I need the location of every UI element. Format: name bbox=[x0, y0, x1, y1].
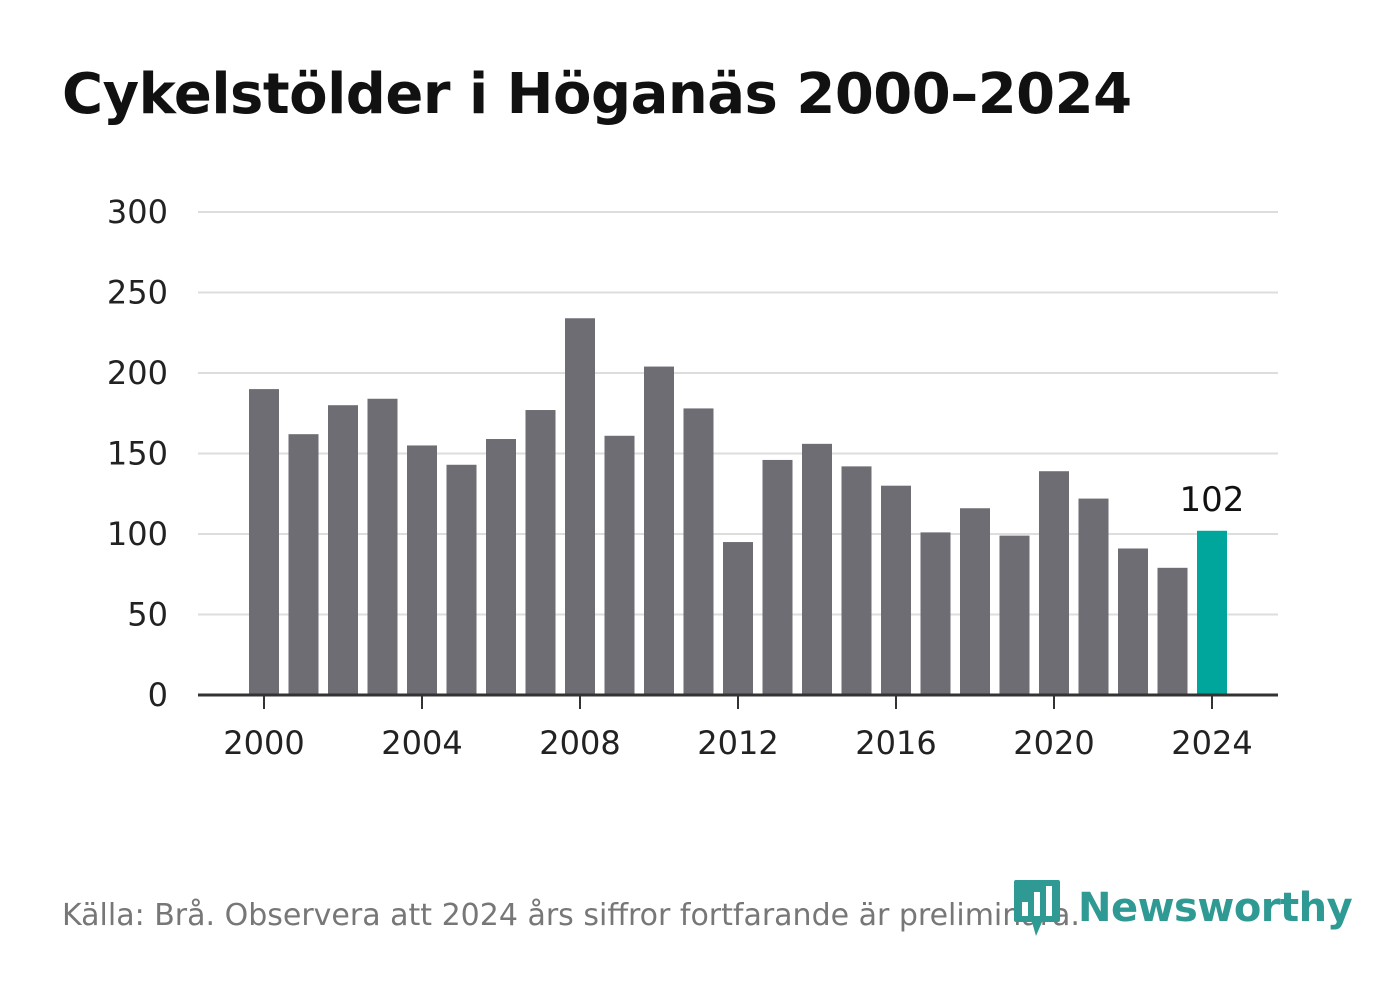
bar-2014 bbox=[802, 443, 832, 695]
x-tick-label-2016: 2016 bbox=[855, 724, 936, 762]
y-tick-label-300: 300 bbox=[107, 193, 168, 231]
bar-2003 bbox=[367, 398, 398, 695]
bar-2018 bbox=[960, 508, 990, 695]
y-tick-label-0: 0 bbox=[148, 676, 168, 714]
newsworthy-logo: Newsworthy bbox=[1012, 878, 1353, 938]
bar-2002 bbox=[328, 405, 358, 695]
bar-2011 bbox=[683, 408, 714, 695]
source-note: Källa: Brå. Observera att 2024 års siffr… bbox=[62, 898, 1080, 933]
bar-2009 bbox=[604, 435, 635, 695]
bar-2021 bbox=[1078, 498, 1109, 695]
x-tick-label-2008: 2008 bbox=[539, 724, 620, 762]
bar-2017 bbox=[920, 532, 951, 695]
bars bbox=[249, 318, 1227, 695]
bar-2006 bbox=[486, 439, 516, 695]
bar-2004 bbox=[407, 445, 437, 695]
bar-2012 bbox=[723, 542, 753, 695]
data-labels: 102 bbox=[1180, 480, 1245, 520]
x-tick-label-2000: 2000 bbox=[223, 724, 304, 762]
y-axis-ticks: 0 50 100 150 200 250 300 bbox=[107, 193, 168, 714]
bar-2022 bbox=[1118, 548, 1148, 695]
x-tick-label-2004: 2004 bbox=[381, 724, 462, 762]
bar-2001 bbox=[288, 434, 319, 695]
bar-2020 bbox=[1039, 471, 1069, 695]
x-axis-ticks: 2000 2004 2008 2012 2016 2020 2024 bbox=[223, 695, 1253, 762]
bar-2013 bbox=[762, 459, 793, 695]
logo-text: Newsworthy bbox=[1078, 885, 1353, 931]
data-label-2024: 102 bbox=[1180, 480, 1245, 520]
x-tick-label-2012: 2012 bbox=[697, 724, 778, 762]
bar-2007 bbox=[525, 410, 556, 695]
x-tick-label-2020: 2020 bbox=[1013, 724, 1094, 762]
y-tick-label-150: 150 bbox=[107, 435, 168, 473]
y-tick-label-100: 100 bbox=[107, 515, 168, 553]
bar-2016 bbox=[881, 485, 911, 695]
bar-2023 bbox=[1157, 567, 1188, 695]
bar-2005 bbox=[446, 464, 477, 695]
bar-2008 bbox=[565, 318, 595, 695]
chart-title: Cykelstölder i Höganäs 2000–2024 bbox=[62, 62, 1132, 127]
x-tick-label-2024: 2024 bbox=[1171, 724, 1252, 762]
y-tick-label-250: 250 bbox=[107, 274, 168, 312]
bar-2000 bbox=[249, 389, 279, 695]
bar-2010 bbox=[644, 366, 674, 695]
bar-2024 bbox=[1197, 530, 1227, 695]
bar-2015 bbox=[841, 466, 872, 695]
y-tick-label-200: 200 bbox=[107, 354, 168, 392]
newsworthy-bar-chart-icon bbox=[1014, 880, 1060, 936]
y-tick-label-50: 50 bbox=[127, 596, 168, 634]
bar-2019 bbox=[999, 535, 1030, 695]
